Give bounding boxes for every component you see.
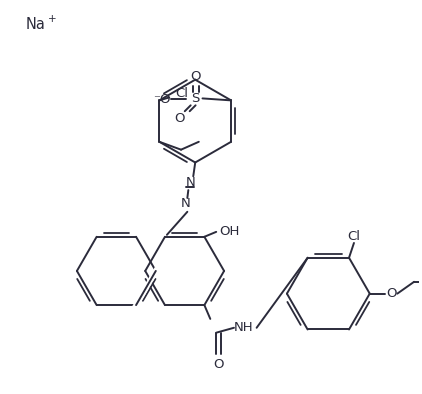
Text: O: O bbox=[190, 70, 201, 83]
Text: ⁻O: ⁻O bbox=[153, 93, 171, 106]
Text: O: O bbox=[213, 358, 223, 371]
Text: +: + bbox=[49, 13, 57, 24]
Text: S: S bbox=[192, 92, 200, 105]
Text: Cl: Cl bbox=[176, 87, 189, 100]
Text: N: N bbox=[185, 176, 195, 189]
Text: OH: OH bbox=[219, 225, 239, 238]
Text: N: N bbox=[181, 197, 190, 210]
Text: O: O bbox=[175, 112, 185, 125]
Text: NH: NH bbox=[234, 321, 254, 334]
Text: Cl: Cl bbox=[347, 230, 360, 243]
Text: O: O bbox=[386, 287, 397, 300]
Text: Na: Na bbox=[26, 17, 46, 32]
